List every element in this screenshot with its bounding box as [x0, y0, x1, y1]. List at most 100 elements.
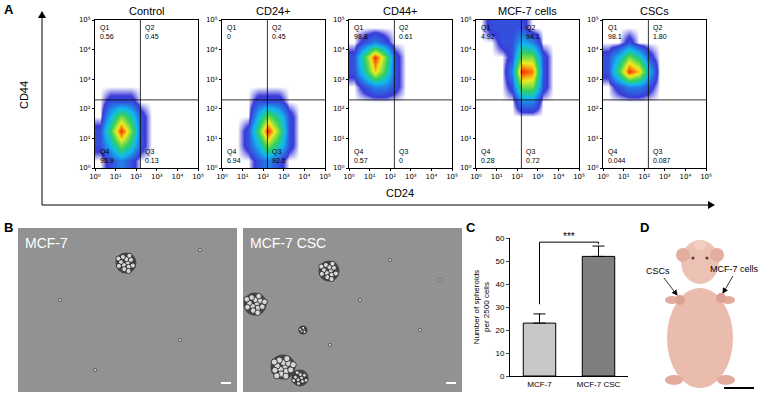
- svg-text:10⁴: 10⁴: [79, 46, 91, 54]
- svg-text:10⁰: 10⁰: [587, 164, 599, 172]
- svg-text:MCF-7 cells: MCF-7 cells: [498, 5, 557, 17]
- svg-text:10²: 10²: [638, 173, 650, 181]
- svg-text:10³: 10³: [532, 173, 544, 181]
- svg-text:10³: 10³: [659, 173, 671, 181]
- svg-text:CD44: CD44: [18, 81, 30, 109]
- svg-text:10¹: 10¹: [79, 135, 91, 143]
- svg-text:Q198.8: Q198.8: [354, 24, 368, 40]
- svg-text:10⁰: 10⁰: [460, 164, 472, 172]
- svg-text:10⁰: 10⁰: [216, 173, 228, 181]
- svg-text:MCF-7: MCF-7: [25, 235, 68, 251]
- svg-text:10⁴: 10⁴: [206, 46, 218, 54]
- svg-text:10¹: 10¹: [491, 173, 503, 181]
- svg-text:A: A: [4, 2, 14, 17]
- svg-text:30: 30: [495, 303, 504, 312]
- svg-text:MCF-7: MCF-7: [527, 380, 552, 389]
- svg-text:0: 0: [500, 372, 505, 381]
- svg-text:10⁵: 10⁵: [333, 16, 345, 24]
- svg-text:10²: 10²: [384, 173, 396, 181]
- svg-text:10⁵: 10⁵: [319, 173, 331, 181]
- svg-text:Q10: Q10: [227, 24, 236, 40]
- svg-text:Q21.80: Q21.80: [653, 24, 667, 40]
- svg-text:10⁰: 10⁰: [79, 164, 91, 172]
- svg-text:***: ***: [563, 231, 575, 242]
- svg-text:CSCs: CSCs: [646, 266, 670, 276]
- svg-text:Q392.6: Q392.6: [272, 148, 286, 164]
- svg-text:Q46.94: Q46.94: [227, 148, 241, 164]
- svg-text:10⁰: 10⁰: [343, 173, 355, 181]
- svg-text:10²: 10²: [511, 173, 523, 181]
- svg-text:10⁵: 10⁵: [192, 173, 204, 181]
- svg-text:10¹: 10¹: [110, 173, 122, 181]
- svg-text:Q30.72: Q30.72: [526, 148, 540, 164]
- svg-text:C: C: [466, 220, 476, 235]
- svg-text:Q498.9: Q498.9: [100, 148, 114, 164]
- svg-text:10⁴: 10⁴: [680, 173, 692, 181]
- svg-text:10²: 10²: [79, 105, 91, 113]
- svg-text:10⁴: 10⁴: [460, 46, 472, 54]
- svg-text:Q40.28: Q40.28: [481, 148, 495, 164]
- svg-text:Q14.92: Q14.92: [481, 24, 495, 40]
- svg-text:MCF-7 CSC: MCF-7 CSC: [250, 235, 326, 251]
- svg-text:CD24: CD24: [386, 187, 414, 199]
- svg-text:10¹: 10¹: [460, 135, 472, 143]
- svg-text:10⁰: 10⁰: [206, 164, 218, 172]
- svg-text:10¹: 10¹: [206, 135, 218, 143]
- svg-text:Q30.087: Q30.087: [653, 148, 671, 164]
- svg-text:10⁰: 10⁰: [89, 173, 101, 181]
- svg-text:Q20.61: Q20.61: [399, 24, 413, 40]
- svg-text:MCF-7 cells: MCF-7 cells: [710, 264, 759, 274]
- svg-text:Q40.044: Q40.044: [608, 148, 626, 164]
- svg-text:10²: 10²: [257, 173, 269, 181]
- svg-text:10³: 10³: [587, 76, 599, 84]
- svg-text:40: 40: [495, 280, 504, 289]
- svg-text:10²: 10²: [460, 105, 472, 113]
- svg-text:10³: 10³: [460, 76, 472, 84]
- svg-text:10: 10: [495, 349, 504, 358]
- svg-text:10³: 10³: [405, 173, 417, 181]
- svg-text:Q20.45: Q20.45: [272, 24, 286, 40]
- svg-text:CD24+: CD24+: [256, 5, 291, 17]
- svg-text:Q294.1: Q294.1: [526, 24, 540, 40]
- svg-text:10⁵: 10⁵: [446, 173, 458, 181]
- svg-text:10⁵: 10⁵: [573, 173, 585, 181]
- svg-text:10⁵: 10⁵: [206, 16, 218, 24]
- svg-text:10³: 10³: [278, 173, 290, 181]
- svg-text:10²: 10²: [130, 173, 142, 181]
- svg-text:20: 20: [495, 326, 504, 335]
- svg-text:10⁵: 10⁵: [587, 16, 599, 24]
- svg-text:10²: 10²: [206, 105, 218, 113]
- svg-text:10³: 10³: [206, 76, 218, 84]
- svg-text:10²: 10²: [587, 105, 599, 113]
- svg-text:10¹: 10¹: [587, 135, 599, 143]
- svg-text:Q10.56: Q10.56: [100, 24, 114, 40]
- svg-text:10²: 10²: [333, 105, 345, 113]
- svg-text:Q30.13: Q30.13: [145, 148, 159, 164]
- svg-text:10⁰: 10⁰: [333, 164, 345, 172]
- svg-text:D: D: [640, 220, 649, 235]
- svg-text:Control: Control: [129, 5, 164, 17]
- svg-text:10¹: 10¹: [364, 173, 376, 181]
- svg-text:10⁵: 10⁵: [700, 173, 712, 181]
- svg-text:10¹: 10¹: [237, 173, 249, 181]
- svg-text:CSCs: CSCs: [640, 5, 669, 17]
- svg-text:10⁵: 10⁵: [460, 16, 472, 24]
- svg-text:10⁵: 10⁵: [79, 16, 91, 24]
- svg-text:10⁴: 10⁴: [426, 173, 438, 181]
- svg-text:10⁴: 10⁴: [299, 173, 311, 181]
- svg-text:B: B: [4, 220, 13, 235]
- svg-text:10³: 10³: [151, 173, 163, 181]
- svg-text:60: 60: [495, 234, 504, 243]
- svg-text:Q198.1: Q198.1: [608, 24, 622, 40]
- svg-text:10⁴: 10⁴: [587, 46, 599, 54]
- svg-text:MCF-7 CSC: MCF-7 CSC: [577, 380, 621, 389]
- svg-text:10⁰: 10⁰: [470, 173, 482, 181]
- svg-text:10⁴: 10⁴: [553, 173, 565, 181]
- svg-text:10¹: 10¹: [333, 135, 345, 143]
- svg-text:10¹: 10¹: [618, 173, 630, 181]
- svg-text:CD44+: CD44+: [383, 5, 418, 17]
- svg-text:10³: 10³: [79, 76, 91, 84]
- svg-text:10⁰: 10⁰: [597, 173, 609, 181]
- svg-text:Q20.45: Q20.45: [145, 24, 159, 40]
- svg-text:Number of spheroidsper 2500 ce: Number of spheroidsper 2500 cells: [472, 270, 491, 344]
